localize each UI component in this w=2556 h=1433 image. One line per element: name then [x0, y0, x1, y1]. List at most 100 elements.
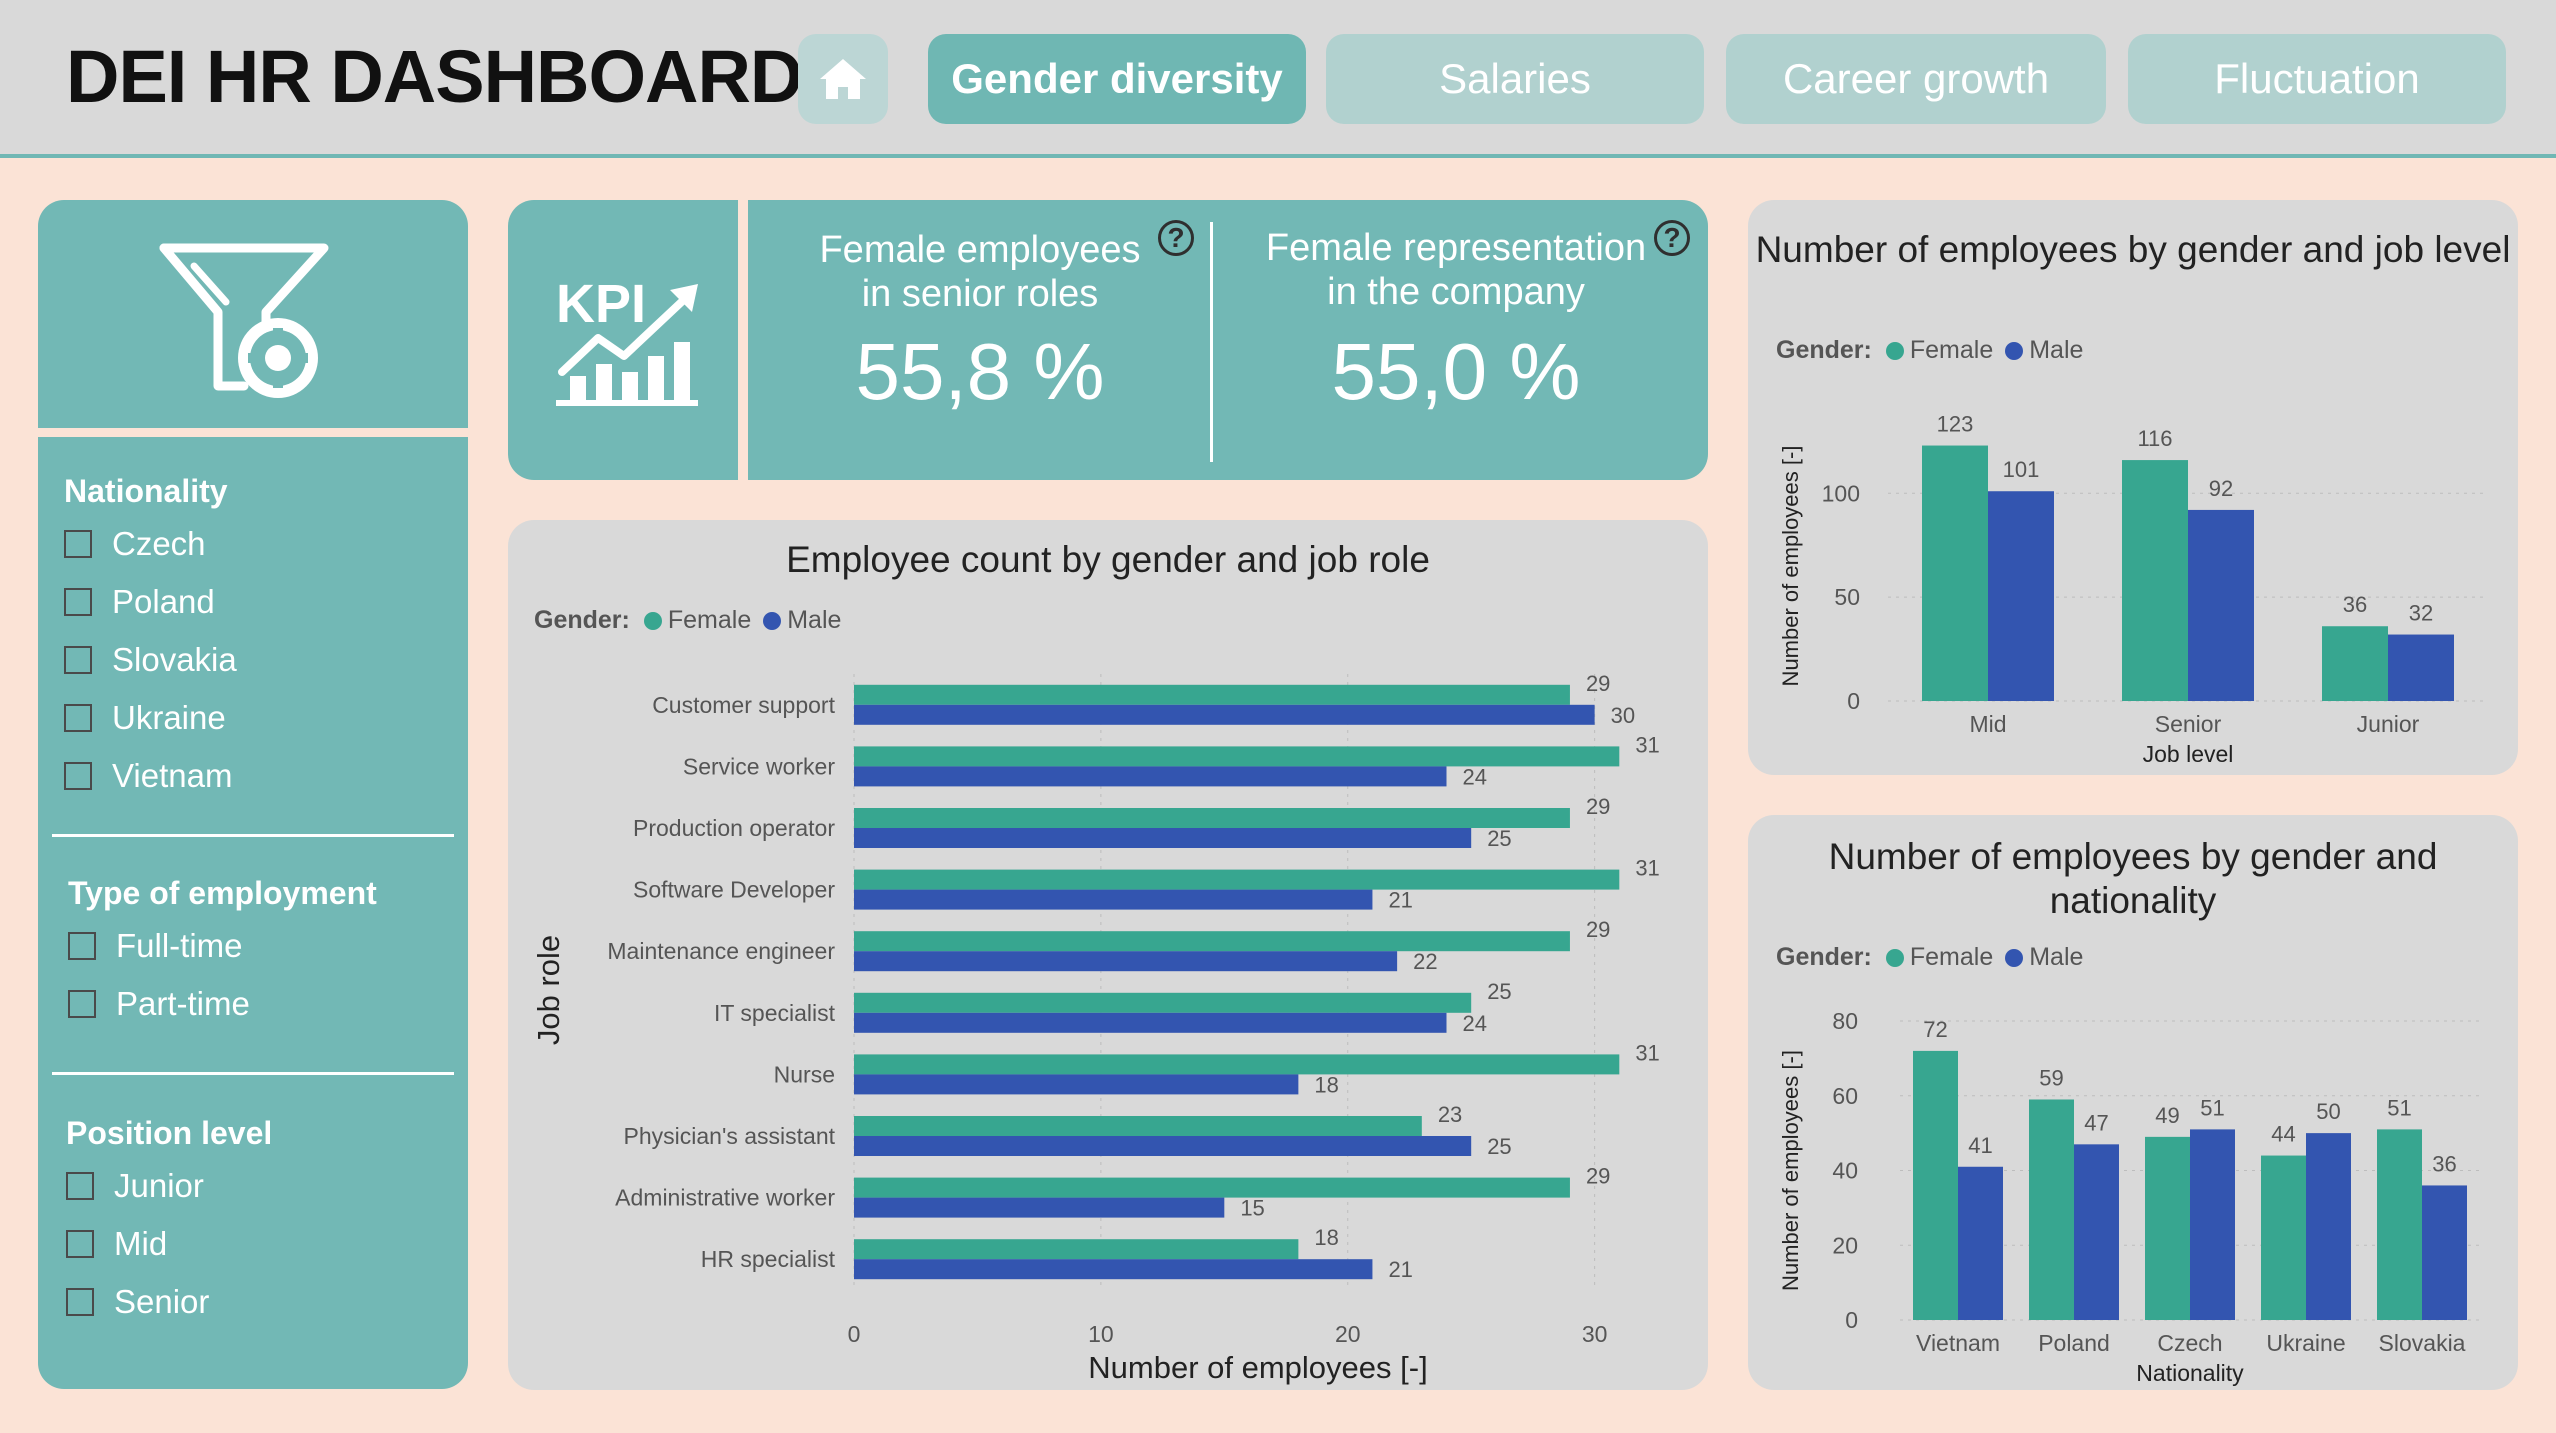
data-label: 21	[1388, 888, 1412, 913]
option-label: Part-time	[116, 985, 250, 1022]
tab-gender-diversity[interactable]: Gender diversity	[928, 34, 1306, 124]
data-label: 123	[1937, 412, 1974, 437]
checkbox[interactable]	[68, 932, 96, 960]
data-label: 25	[1487, 979, 1511, 1004]
y-tick-label: Service worker	[683, 753, 835, 779]
y-tick-label: Software Developer	[633, 877, 835, 903]
filter-option-junior[interactable]: Junior	[66, 1167, 204, 1205]
data-label: 32	[2409, 601, 2433, 626]
tab-fluctuation[interactable]: Fluctuation	[2128, 34, 2506, 124]
legend-label: Gender:	[1776, 943, 1872, 971]
bar-female	[2261, 1155, 2306, 1320]
legend-text: Male	[2029, 943, 2084, 971]
checkbox[interactable]	[64, 646, 92, 674]
filter-option-slovakia[interactable]: Slovakia	[64, 641, 237, 679]
chart-legend: Gender: Female Male	[1776, 336, 2095, 365]
filter-option-vietnam[interactable]: Vietnam	[64, 757, 232, 795]
y-tick-label: 20	[1832, 1232, 1858, 1258]
data-label: 31	[1635, 856, 1659, 881]
bar-female	[854, 808, 1570, 828]
home-icon	[820, 59, 866, 99]
data-label: 24	[1463, 764, 1487, 789]
x-axis-label: Nationality	[2136, 1360, 2244, 1386]
tab-salaries[interactable]: Salaries	[1326, 34, 1704, 124]
data-label: 29	[1586, 794, 1610, 819]
data-label: 31	[1635, 732, 1659, 757]
chart-panel-nationality: Number of employees by gender and nation…	[1748, 815, 2518, 1390]
y-tick-label: 80	[1832, 1008, 1858, 1034]
kpi-card-female-representation: Female representation in the company 55,…	[1228, 226, 1684, 418]
x-axis-label: Job level	[2143, 741, 2234, 767]
checkbox[interactable]	[64, 704, 92, 732]
tab-career-growth[interactable]: Career growth	[1726, 34, 2106, 124]
filter-option-senior[interactable]: Senior	[66, 1283, 209, 1321]
checkbox[interactable]	[64, 762, 92, 790]
option-label: Czech	[112, 525, 206, 562]
legend-text: Male	[787, 606, 842, 634]
x-tick-label: Mid	[1969, 711, 2006, 737]
data-label: 25	[1487, 1134, 1511, 1159]
bar-female	[854, 931, 1570, 952]
x-tick-label: Poland	[2038, 1330, 2110, 1356]
data-label: 49	[2155, 1103, 2179, 1128]
checkbox[interactable]	[66, 1230, 94, 1258]
data-label: 51	[2387, 1095, 2411, 1120]
checkbox[interactable]	[66, 1288, 94, 1316]
option-label: Full-time	[116, 927, 243, 964]
y-tick-label: Maintenance engineer	[607, 938, 835, 964]
home-button[interactable]	[798, 34, 888, 124]
legend-dot	[763, 611, 782, 630]
y-tick-label: 0	[1847, 688, 1860, 714]
filter-option-poland[interactable]: Poland	[64, 583, 215, 621]
y-tick-label: Nurse	[774, 1061, 835, 1087]
legend-text: Female	[1909, 336, 1994, 364]
bar-female	[854, 1116, 1422, 1136]
kpi-divider	[1210, 222, 1213, 462]
legend-item-female[interactable]: Female	[643, 606, 752, 635]
legend-item-male[interactable]: Male	[763, 606, 841, 635]
y-tick-label: HR specialist	[701, 1246, 836, 1272]
header-bar: DEI HR DASHBOARD Gender diversity Salari…	[0, 0, 2556, 158]
kpi-label-line2: in the company	[1327, 271, 1585, 313]
bar-female	[854, 1177, 1570, 1198]
bar-chart-nationality: 0 20 40 60 80 Number of employees [-] Vietnam 7…	[1778, 1008, 2480, 1386]
legend-text: Female	[667, 606, 752, 634]
bar-female	[1922, 445, 1988, 701]
legend-item-female[interactable]: Female	[1885, 943, 1993, 972]
y-axis-label: Job role	[531, 935, 566, 1045]
filter-settings-icon	[159, 243, 329, 398]
checkbox[interactable]	[64, 530, 92, 558]
data-label: 47	[2084, 1110, 2108, 1135]
chart-legend: Gender: Female Male	[534, 606, 853, 635]
filter-option-czech[interactable]: Czech	[64, 525, 206, 563]
x-tick-label: Vietnam	[1916, 1330, 2000, 1356]
help-icon[interactable]: ?	[1654, 220, 1690, 256]
checkbox[interactable]	[64, 588, 92, 616]
filter-option-mid[interactable]: Mid	[66, 1225, 167, 1263]
help-icon[interactable]: ?	[1158, 220, 1194, 256]
filter-option-ukraine[interactable]: Ukraine	[64, 699, 226, 737]
checkbox[interactable]	[68, 990, 96, 1018]
app-title: DEI HR DASHBOARD	[66, 35, 803, 118]
y-tick-label: 50	[1834, 584, 1860, 610]
data-label: 50	[2316, 1099, 2340, 1124]
data-label: 31	[1635, 1040, 1659, 1065]
divider	[52, 1072, 454, 1075]
data-label: 18	[1314, 1225, 1338, 1250]
filter-option-full-time[interactable]: Full-time	[68, 927, 243, 965]
bar-female	[2322, 626, 2388, 701]
legend-item-female[interactable]: Female	[1885, 336, 1994, 365]
legend-item-male[interactable]: Male	[2005, 943, 2083, 972]
data-label: 36	[2432, 1151, 2456, 1176]
x-tick-label: Ukraine	[2266, 1330, 2345, 1356]
checkbox[interactable]	[66, 1172, 94, 1200]
x-tick-label: 0	[848, 1321, 861, 1347]
kpi-label-line1: Female employees	[819, 229, 1141, 271]
data-label: 51	[2200, 1095, 2224, 1120]
data-label: 23	[1438, 1102, 1462, 1127]
kpi-panel: Female employees in senior roles 55,8 % …	[748, 200, 1708, 480]
bar-chart-job-role: 0 10 20 30 Number of employees [-] Job role Cu…	[531, 671, 1660, 1385]
legend-text: Male	[2029, 336, 2084, 364]
legend-item-male[interactable]: Male	[2005, 336, 2083, 365]
filter-option-part-time[interactable]: Part-time	[68, 985, 250, 1023]
